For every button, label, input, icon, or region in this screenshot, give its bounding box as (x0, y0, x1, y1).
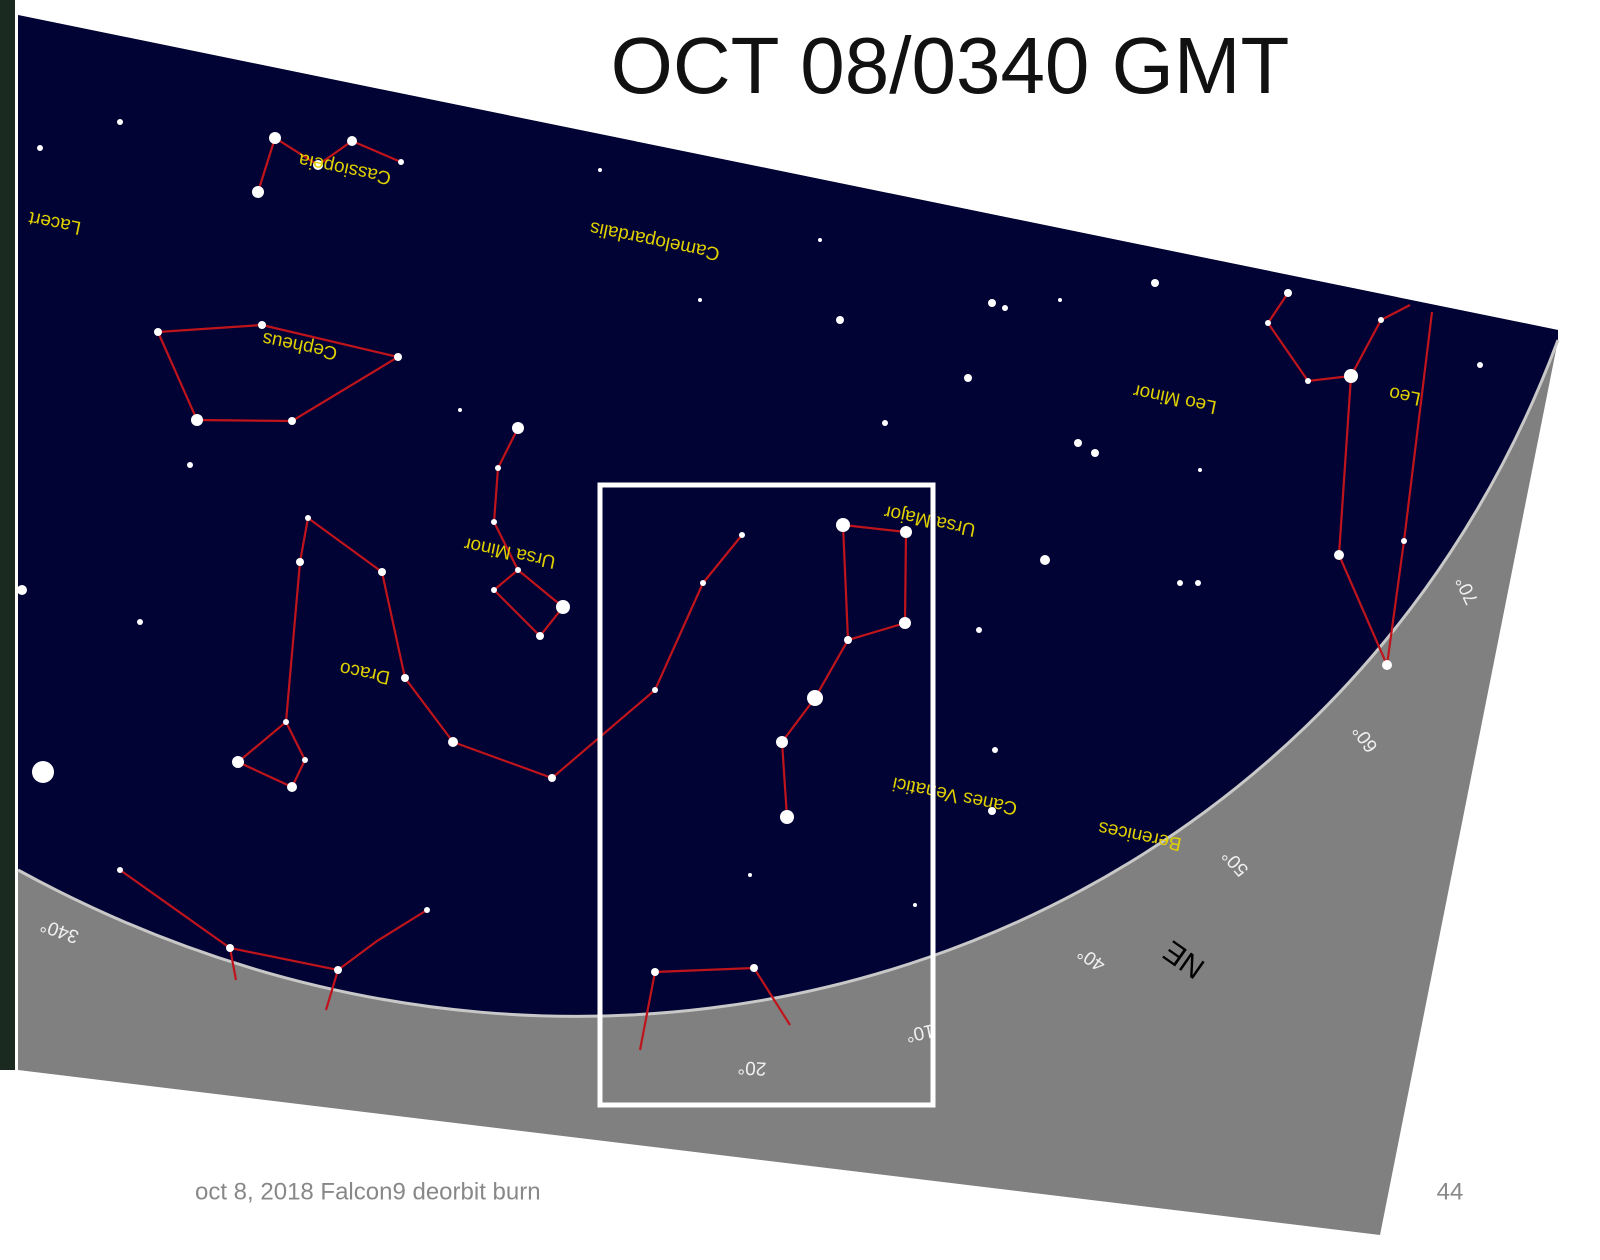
star (739, 532, 745, 538)
star (1195, 580, 1201, 586)
star (1058, 298, 1062, 302)
star (536, 632, 544, 640)
leo-lines (1266, 292, 1411, 383)
lines (324, 969, 340, 1011)
lines (228, 947, 238, 981)
star (844, 636, 852, 644)
star (1177, 580, 1183, 586)
star (700, 580, 706, 586)
star (1344, 369, 1358, 383)
star (424, 907, 430, 913)
star (495, 465, 501, 471)
star (1265, 320, 1271, 326)
star (313, 160, 323, 170)
star (394, 353, 402, 361)
star (515, 567, 521, 573)
footer-text: oct 8, 2018 Falcon9 deorbit burn (195, 1178, 541, 1205)
page-number: 44 (1437, 1178, 1464, 1205)
star (491, 519, 497, 525)
star (302, 757, 308, 763)
star (836, 518, 850, 532)
star (1002, 305, 1008, 311)
star (988, 299, 996, 307)
slide-title: OCT 08/0340 GMT (611, 21, 1290, 110)
star (1477, 362, 1483, 368)
star (1378, 317, 1384, 323)
star (305, 515, 311, 521)
star (882, 420, 888, 426)
star (1074, 439, 1082, 447)
star (334, 966, 342, 974)
star (913, 903, 917, 907)
star (651, 968, 659, 976)
star (154, 328, 162, 336)
star (401, 674, 409, 682)
star (1198, 468, 1202, 472)
star (1401, 538, 1407, 544)
star (269, 132, 281, 144)
star (780, 810, 794, 824)
horizon-line (17, 339, 1560, 1018)
star (512, 422, 524, 434)
star (32, 761, 54, 783)
star (899, 617, 911, 629)
star (288, 417, 296, 425)
star (1091, 449, 1099, 457)
star (117, 119, 123, 125)
star (556, 600, 570, 614)
draco-lines (235, 516, 743, 789)
star (137, 619, 143, 625)
star (347, 136, 357, 146)
star (1284, 289, 1292, 297)
star (836, 316, 844, 324)
lines (638, 966, 791, 1051)
star (992, 747, 998, 753)
star (900, 526, 912, 538)
ursa-minor-lines (492, 427, 565, 638)
star (976, 627, 982, 633)
star (598, 168, 602, 172)
star (187, 462, 193, 468)
star (1040, 555, 1050, 565)
star (296, 558, 304, 566)
star (964, 374, 972, 382)
star (652, 687, 658, 693)
highlight-box (597, 482, 936, 1108)
star (448, 737, 458, 747)
stars (17, 119, 1483, 976)
star (818, 238, 822, 242)
star (252, 186, 264, 198)
star (1151, 279, 1159, 287)
star (226, 944, 234, 952)
star (117, 867, 123, 873)
star (698, 298, 702, 302)
star (258, 321, 266, 329)
ursa-major-lines (780, 639, 849, 818)
star (748, 873, 752, 877)
star (232, 756, 244, 768)
star (1334, 550, 1344, 560)
star (807, 690, 823, 706)
star (378, 568, 386, 576)
star (283, 719, 289, 725)
star (1382, 660, 1392, 670)
star (776, 736, 788, 748)
star (458, 408, 462, 412)
star (17, 585, 27, 595)
star (1305, 378, 1311, 384)
star (491, 587, 497, 593)
sky (18, 15, 1558, 1017)
azimuth-label: 20° (737, 1056, 767, 1078)
photo-edge (0, 0, 15, 1070)
star (750, 964, 758, 972)
star (191, 414, 203, 426)
star (398, 159, 404, 165)
star (988, 807, 996, 815)
cepheus-lines (156, 323, 401, 423)
star (548, 774, 556, 782)
star (287, 782, 297, 792)
star (37, 145, 43, 151)
